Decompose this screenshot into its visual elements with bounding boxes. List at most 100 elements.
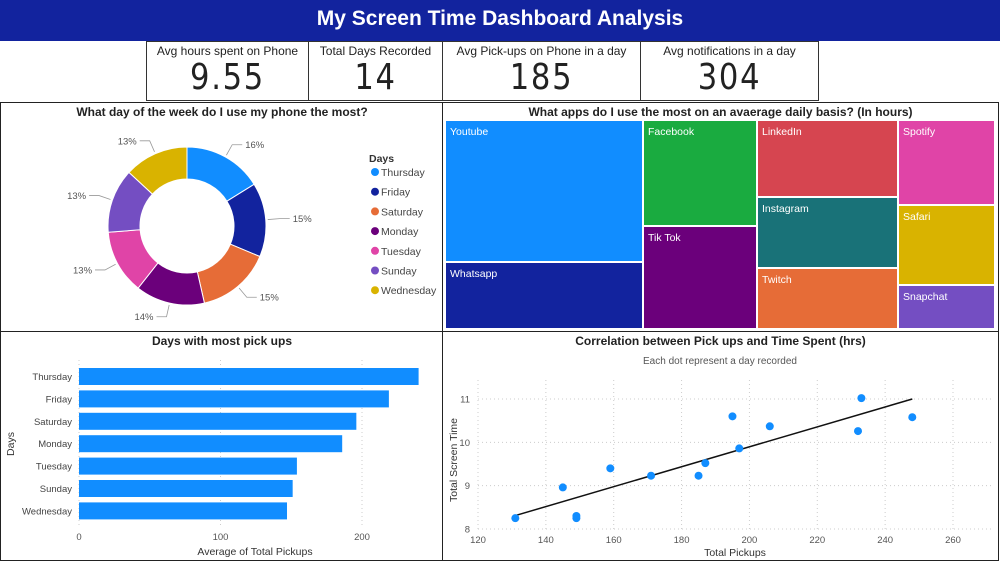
legend-item-sunday: Sunday [381, 266, 417, 278]
bar-tuesday [79, 457, 297, 475]
legend-title: Days [369, 153, 394, 165]
scatter-y-axis-title: Total Screen Time [448, 418, 460, 502]
legend-marker [371, 266, 379, 275]
scatter-point [606, 464, 615, 473]
scatter-x-tick: 220 [809, 535, 825, 546]
trend-line [515, 398, 913, 517]
treemap-tile-facebook[interactable]: Facebook [643, 120, 757, 226]
scatter-x-tick: 180 [674, 535, 690, 546]
scatter-point [854, 427, 862, 436]
kpi-label: Avg Pick-ups on Phone in a day [456, 44, 627, 58]
legend-item-saturday: Saturday [381, 206, 424, 218]
scatter-point [647, 471, 656, 480]
scatter-y-tick: 9 [465, 481, 470, 492]
scatter-chart: Each dot represent a day recorded 120 140 1… [448, 356, 991, 558]
donut-data-label: 13% [73, 265, 93, 276]
donut-leader-line [139, 140, 155, 152]
donut-leader-line [226, 144, 243, 156]
treemap-tile-linkedin[interactable]: LinkedIn [757, 120, 898, 197]
scatter-point [572, 512, 581, 520]
kpi-card-total-days: Total Days Recorded 14 [308, 41, 443, 101]
scatter-x-tick: 120 [470, 535, 486, 546]
scatter-x-tick: 160 [606, 535, 622, 546]
donut-panel: What day of the week do I use my phone t… [0, 102, 444, 332]
scatter-panel: Correlation between Pick ups and Time Sp… [442, 331, 999, 561]
scatter-x-axis-title: Total Pickups [704, 547, 766, 558]
bar-y-tick: Sunday [40, 484, 72, 495]
legend-item-wednesday: Wednesday [381, 285, 437, 297]
treemap-tile-whatsapp[interactable]: Whatsapp [445, 262, 643, 329]
treemap-tile-spotify[interactable]: Spotify [898, 120, 995, 205]
donut-leader-line [267, 218, 290, 220]
bar-chart: 0 100 200 Thursday Friday Saturday Monday Tuesd… [5, 360, 419, 558]
donut-data-label: 16% [245, 140, 265, 151]
scatter-point [908, 413, 917, 422]
treemap-tile-tik-tok[interactable]: Tik Tok [643, 226, 757, 329]
bar-y-tick: Thursday [32, 372, 72, 383]
kpi-card-avg-hours: Avg hours spent on Phone 9.55 [146, 41, 309, 101]
kpi-label: Avg hours spent on Phone [156, 44, 299, 58]
scatter-subtitle: Each dot represent a day recorded [643, 356, 797, 367]
legend-item-tuesday: Tuesday [381, 246, 422, 258]
treemap-title: What apps do I use the most on an avaera… [528, 105, 913, 119]
bar-y-axis-title: Days [5, 432, 17, 456]
kpi-label: Total Days Recorded [319, 44, 432, 58]
kpi-value: 9.55 [190, 57, 265, 98]
dashboard-title: My Screen Time Dashboard Analysis [0, 0, 1000, 41]
bar-x-tick: 0 [76, 532, 81, 543]
bar-x-axis-title: Average of Total Pickups [197, 546, 312, 558]
kpi-label: Avg notifications in a day [663, 44, 796, 58]
legend-item-monday: Monday [381, 226, 419, 238]
legend-marker [371, 207, 379, 216]
donut-data-label: 13% [67, 191, 87, 202]
bar-x-tick: 100 [213, 532, 229, 543]
legend-marker [371, 168, 379, 176]
kpi-value: 185 [509, 57, 574, 98]
bar-x-tick: 200 [354, 532, 370, 543]
donut-chart: 16% 15% 15% 14% 13% 13% 13% Days Thursday Friday S… [67, 136, 437, 323]
scatter-point [728, 412, 737, 421]
donut-data-label: 15% [260, 293, 280, 304]
donut-leader-line [95, 263, 116, 271]
scatter-x-tick: 140 [538, 535, 554, 546]
kpi-value: 14 [354, 57, 397, 98]
bar-friday [79, 390, 389, 408]
scatter-x-tick: 260 [945, 535, 961, 546]
bar-y-tick: Friday [46, 394, 73, 405]
scatter-y-tick: 10 [459, 438, 470, 449]
legend-item-friday: Friday [381, 187, 411, 199]
bar-y-tick: Wednesday [22, 506, 72, 517]
scatter-title: Correlation between Pick ups and Time Sp… [575, 334, 866, 348]
legend-marker [371, 187, 379, 196]
donut-leader-line [89, 195, 111, 200]
scatter-point [701, 459, 710, 468]
bar-title: Days with most pick ups [151, 334, 293, 348]
bar-monday [79, 435, 343, 453]
kpi-value: 304 [697, 57, 762, 98]
scatter-y-tick: 8 [465, 525, 470, 536]
donut-leader-line [156, 304, 170, 318]
kpi-card-avg-notifications: Avg notifications in a day 304 [640, 41, 819, 101]
scatter-point [765, 422, 774, 431]
donut-title: What day of the week do I use my phone t… [76, 105, 368, 119]
donut-slice-wednesday [128, 146, 188, 195]
treemap-tile-youtube[interactable]: Youtube [445, 120, 643, 262]
bar-y-tick: Tuesday [36, 462, 72, 473]
donut-data-label: 13% [118, 136, 138, 147]
legend-marker [371, 286, 379, 295]
scatter-x-tick: 200 [741, 535, 757, 546]
treemap-tile-snapchat[interactable]: Snapchat [898, 285, 995, 329]
scatter-x-tick: 240 [877, 535, 893, 546]
scatter-point [694, 471, 703, 480]
donut-slice-saturday [196, 243, 261, 304]
bar-panel: Days with most pick ups 0 100 200 Thursday F… [0, 331, 444, 561]
treemap-tile-instagram[interactable]: Instagram [757, 197, 898, 268]
donut-data-label: 14% [134, 312, 154, 323]
legend-marker [371, 246, 379, 255]
legend-item-thursday: Thursday [381, 167, 426, 179]
kpi-card-avg-pickups: Avg Pick-ups on Phone in a day 185 [442, 41, 641, 101]
bar-wednesday [79, 502, 288, 520]
bar-saturday [79, 412, 357, 430]
treemap-tile-twitch[interactable]: Twitch [757, 268, 898, 329]
treemap-tile-safari[interactable]: Safari [898, 205, 995, 285]
